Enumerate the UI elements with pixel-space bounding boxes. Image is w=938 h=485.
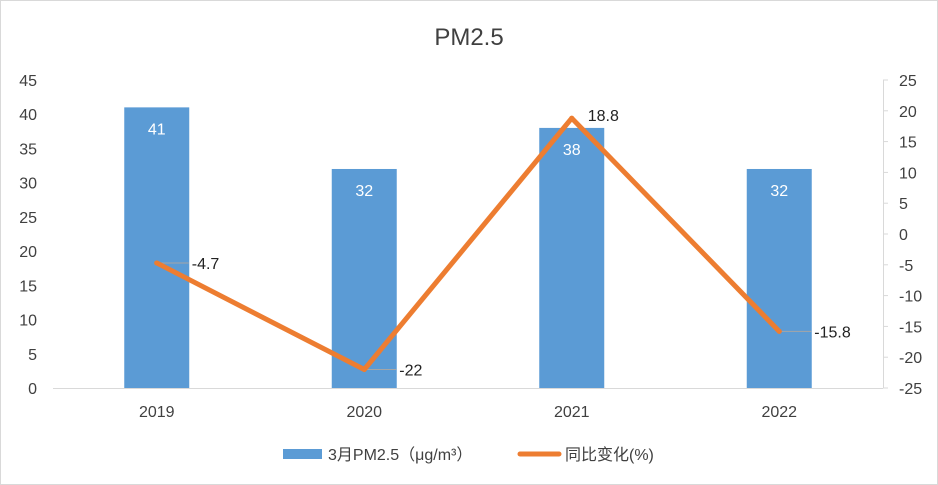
y-left-tick-label: 30 (19, 176, 37, 193)
y-right-tick-label: 20 (899, 104, 917, 121)
y-right-tick-label: -25 (899, 381, 922, 398)
line-point-2020 (361, 367, 367, 373)
y-right-tick-label: 10 (899, 165, 917, 182)
bar-2020 (331, 168, 397, 388)
line-point-2019 (154, 260, 160, 266)
line-value-label-2022: -15.8 (814, 324, 851, 341)
bar-2021 (539, 127, 605, 389)
y-left-tick-label: 10 (19, 313, 37, 330)
y-right-tick-label: -5 (899, 258, 913, 275)
line-value-label-2021: 18.8 (588, 108, 619, 125)
y-left-tick-label: 35 (19, 141, 37, 158)
y-right-tick-label: -20 (899, 350, 922, 367)
bar-value-label-2022: 32 (770, 183, 788, 200)
y-left-tick-label: 5 (28, 347, 37, 364)
bar-2022 (746, 168, 812, 388)
line-point-2021 (569, 115, 575, 121)
line-value-label-2020: -22 (399, 363, 422, 380)
bar-series (124, 107, 812, 389)
legend-label-line: 同比变化(%) (565, 446, 654, 464)
y-right-tick-label: 25 (899, 73, 917, 90)
y-right-tick-label: 15 (899, 135, 917, 152)
leader-lines (156, 262, 812, 371)
legend-swatch-bar (283, 449, 322, 459)
y-left-tick-label: 45 (19, 73, 37, 90)
y-left-tick-label: 25 (19, 210, 37, 227)
line-value-label-2019: -4.7 (192, 256, 220, 273)
y-right-tick-label: -15 (899, 319, 922, 336)
x-tick-label-2022: 2022 (761, 404, 797, 421)
chart-title: PM2.5 (434, 24, 503, 51)
bar-value-label-2019: 41 (148, 121, 166, 138)
y-left-tick-label: 15 (19, 278, 37, 295)
legend: 3月PM2.5（μg/m³） 同比变化(%) (283, 446, 654, 464)
line-point-2022 (776, 328, 782, 334)
legend-label-bar: 3月PM2.5（μg/m³） (328, 446, 472, 464)
bar-value-label-2021: 38 (563, 142, 581, 159)
bar-2019 (124, 107, 190, 388)
y-left-tick-label: 0 (28, 381, 37, 398)
y-right-tick-label: 5 (899, 196, 908, 213)
x-tick-label-2019: 2019 (139, 404, 175, 421)
bar-value-label-2020: 32 (355, 183, 373, 200)
y-left-tick-label: 40 (19, 107, 37, 124)
y-right-tick-label: 0 (899, 227, 908, 244)
data-labels: 41 32 38 32 -4.7 -22 18.8 -15.8 (148, 108, 851, 379)
line-series (154, 115, 782, 373)
line-path (154, 115, 782, 373)
y-right-tick-label: -10 (899, 289, 922, 306)
axes: 2019 2020 2021 2022 0 5 10 15 20 25 30 35 40 45 25 20 15… (19, 73, 922, 421)
x-tick-label-2020: 2020 (346, 404, 382, 421)
x-tick-label-2021: 2021 (554, 404, 590, 421)
y-left-tick-label: 20 (19, 244, 37, 261)
